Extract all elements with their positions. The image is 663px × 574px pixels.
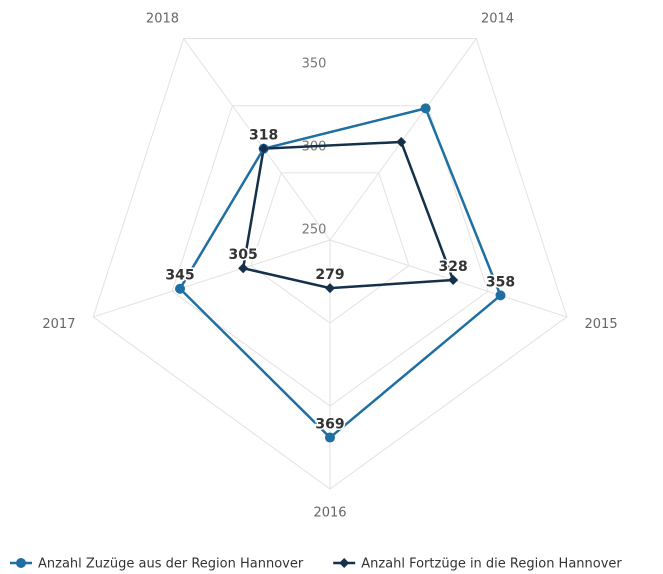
grid-ring [250, 172, 410, 324]
category-label: 2016 [313, 506, 346, 521]
series-line [241, 140, 455, 290]
marker [238, 263, 249, 274]
marker [495, 290, 506, 301]
marker [258, 143, 269, 154]
legend-marker [16, 558, 26, 568]
marker [448, 275, 459, 286]
value-label: 369 [315, 417, 344, 433]
axis-line [93, 239, 331, 318]
series-line [178, 106, 503, 440]
value-label: 328 [439, 259, 468, 275]
category-label: 2018 [146, 12, 179, 27]
category-label: 2015 [585, 317, 618, 332]
value-label: 358 [486, 274, 515, 290]
legend-marker [339, 558, 350, 568]
category-label: 2014 [481, 12, 514, 27]
r-tick-label: 250 [302, 223, 327, 238]
legend-item: Anzahl Fortzüge in die Region Hannover [333, 557, 622, 572]
category-label: 2017 [42, 317, 75, 332]
marker [325, 432, 335, 443]
value-label: 305 [229, 247, 258, 263]
grid-ring [92, 38, 568, 490]
marker [325, 283, 335, 294]
grid-ring [171, 105, 489, 407]
legend-item: Anzahl Zuzüge aus der Region Hannover [10, 557, 304, 572]
value-label: 279 [315, 267, 344, 283]
marker [420, 103, 431, 114]
r-tick-label: 350 [302, 57, 327, 72]
marker [396, 136, 407, 147]
value-label: 318 [249, 128, 278, 144]
axis-line [183, 38, 331, 241]
axis-line [329, 239, 567, 318]
legend-label: Anzahl Fortzüge in die Region Hannover [361, 557, 622, 572]
marker [175, 283, 186, 294]
legend-label: Anzahl Zuzüge aus der Region Hannover [38, 557, 304, 572]
value-label: 345 [165, 268, 194, 284]
